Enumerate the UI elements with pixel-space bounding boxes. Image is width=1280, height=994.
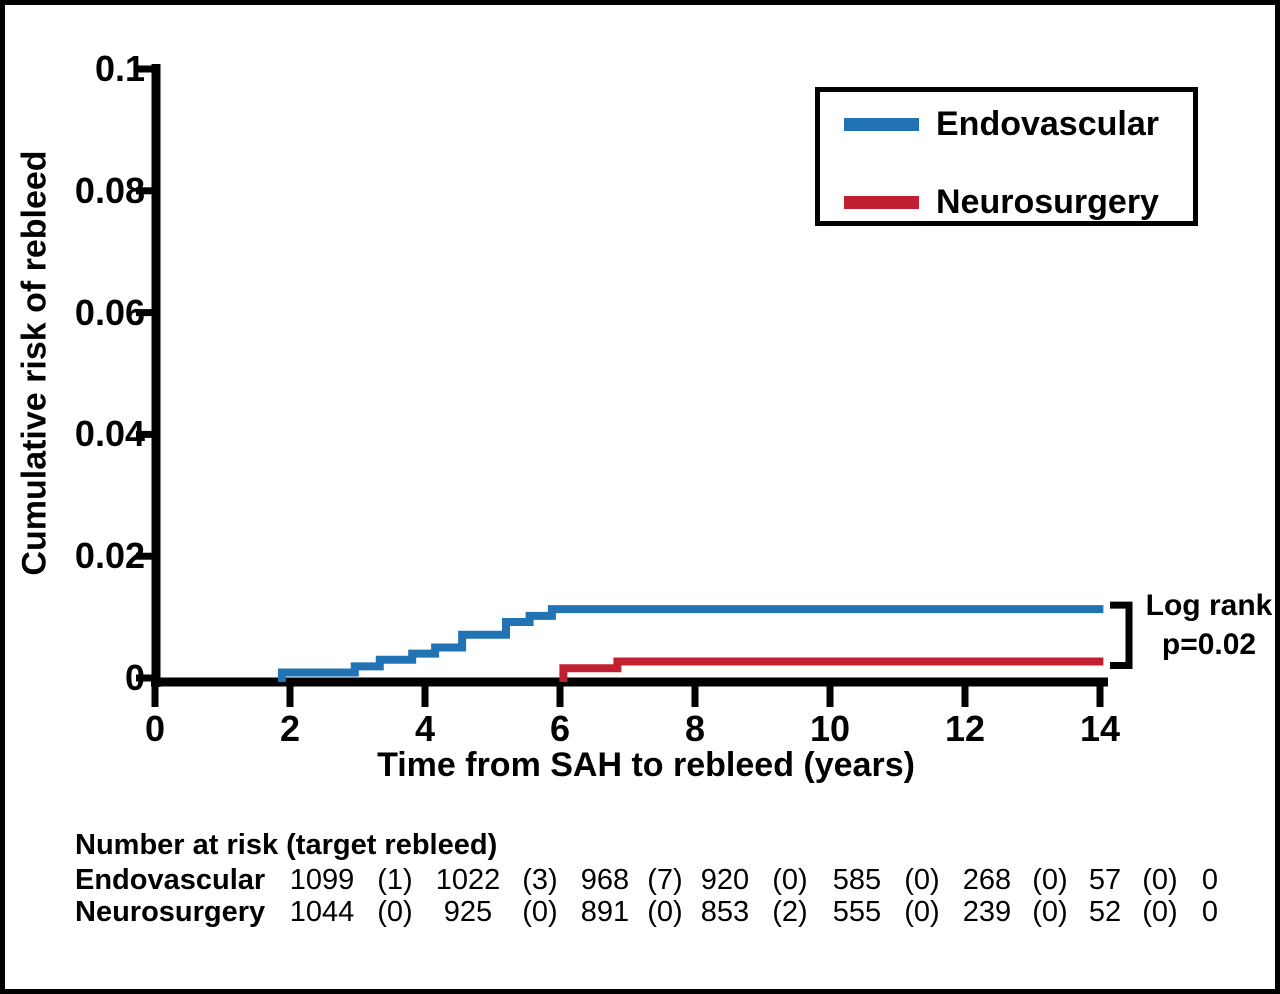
at-risk-events: (0) [377, 896, 413, 928]
at-risk-row-neurosurgery: Neurosurgery 1044 (0) 925 (0) 891 (0) 853 (2) 55… [5, 896, 1275, 928]
at-risk-count: 1099 [289, 864, 355, 896]
at-risk-events: (0) [1032, 864, 1068, 896]
x-tick-label: 10 [809, 708, 851, 749]
y-tick-label: 0.02 [74, 535, 145, 577]
at-risk-count: 0 [1201, 896, 1219, 928]
x-tick-label: 2 [279, 708, 301, 749]
at-risk-events: (3) [522, 864, 558, 896]
at-risk-count: 555 [832, 896, 882, 928]
curve-neurosurgery [559, 657, 1104, 682]
at-risk-row-endovascular: Endovascular 1099 (1) 1022 (3) 968 (7) 920 (0) 5… [5, 864, 1275, 896]
at-risk-events: (0) [1142, 864, 1178, 896]
logrank-line2: p=0.02 [1161, 628, 1257, 661]
endovascular-line-swatch [844, 117, 919, 131]
y-tick-label: 0 [124, 657, 145, 698]
at-risk-events: (0) [647, 896, 683, 928]
at-risk-count: 853 [700, 896, 750, 928]
at-risk-count: 268 [962, 864, 1012, 896]
at-risk-count: 0 [1201, 864, 1219, 896]
y-axis-title: Cumulative risk of rebleed [15, 150, 54, 576]
at-risk-events: (0) [904, 896, 940, 928]
curve-endovascular [277, 605, 1104, 682]
at-risk-label-neurosurgery: Neurosurgery [75, 896, 266, 928]
at-risk-header: Number at risk (target rebleed) [75, 829, 498, 861]
legend-item-endovascular: Endovascular [844, 98, 1159, 150]
at-risk-count: 239 [962, 896, 1012, 928]
at-risk-events: (1) [377, 864, 413, 896]
x-axis-title: Time from SAH to rebleed (years) [377, 746, 915, 784]
km-plot-canvas [136, 64, 1133, 707]
x-tick-label: 6 [549, 708, 571, 749]
y-tick-label: 0.04 [74, 413, 145, 455]
at-risk-count: 925 [443, 896, 493, 928]
y-tick-label: 0.06 [74, 291, 145, 333]
legend-item-neurosurgery: Neurosurgery [844, 176, 1159, 228]
at-risk-events: (0) [904, 864, 940, 896]
at-risk-label-endovascular: Endovascular [75, 864, 266, 896]
neurosurgery-line-swatch [844, 195, 919, 209]
at-risk-events: (0) [772, 864, 808, 896]
y-tick-label: 0.08 [74, 169, 145, 211]
at-risk-count: 57 [1088, 864, 1122, 896]
logrank-annotation: Log rank p=0.02 [1138, 586, 1275, 664]
x-tick-label: 12 [944, 708, 986, 749]
x-tick-label: 8 [684, 708, 706, 749]
at-risk-events: (2) [772, 896, 808, 928]
at-risk-count: 585 [832, 864, 882, 896]
logrank-bracket [1110, 601, 1133, 670]
y-tick-label: 0.1 [94, 48, 145, 89]
at-risk-count: 891 [580, 896, 630, 928]
at-risk-events: (0) [1142, 896, 1178, 928]
at-risk-events: (0) [1032, 896, 1068, 928]
legend: Endovascular Neurosurgery [815, 87, 1198, 226]
legend-label-neurosurgery: Neurosurgery [936, 182, 1159, 221]
at-risk-count: 1044 [289, 896, 355, 928]
logrank-line1: Log rank [1145, 589, 1273, 622]
at-risk-count: 968 [580, 864, 630, 896]
legend-label-endovascular: Endovascular [936, 104, 1159, 143]
at-risk-events: (7) [647, 864, 683, 896]
at-risk-events: (0) [522, 896, 558, 928]
x-tick-label: 0 [144, 708, 166, 749]
at-risk-count: 1022 [435, 864, 501, 896]
at-risk-count: 52 [1088, 896, 1122, 928]
at-risk-count: 920 [700, 864, 750, 896]
x-tick-label: 14 [1079, 708, 1121, 749]
x-tick-label: 4 [414, 708, 436, 749]
